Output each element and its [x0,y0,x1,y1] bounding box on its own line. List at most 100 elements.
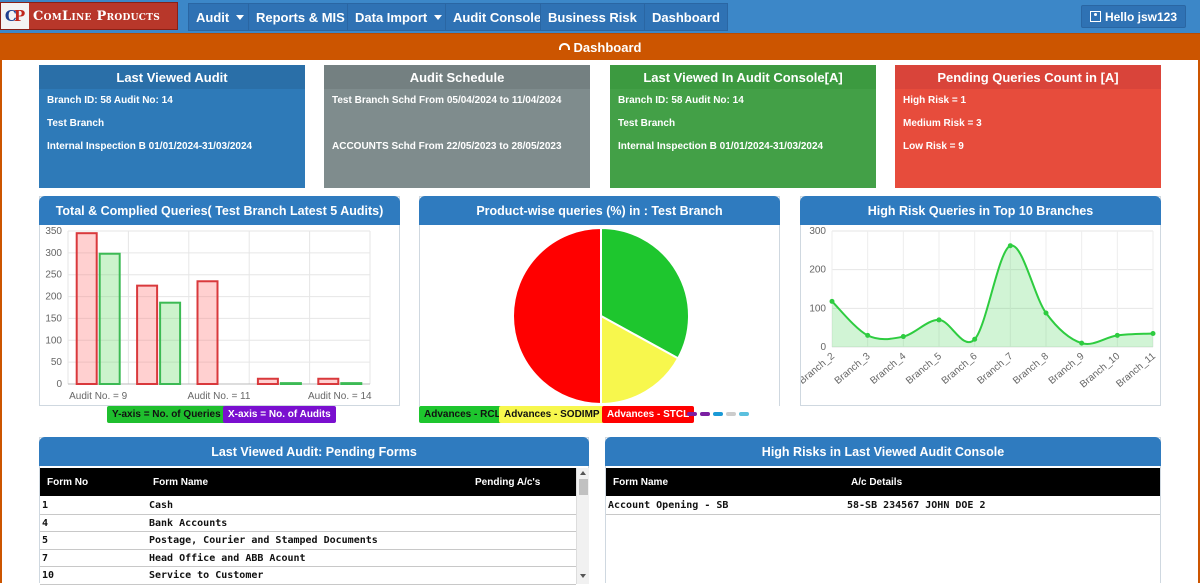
card-line: Test Branch [47,118,105,129]
nav-dashboard[interactable]: Dashboard [644,3,728,31]
form-name-cell: Account Opening - SB [608,500,729,511]
scroll-thumb[interactable] [579,479,588,495]
bar-y-tick: 0 [56,379,62,390]
pie-slice-1[interactable] [600,314,680,405]
area-point-6[interactable] [1043,310,1049,316]
bar-series-0-0[interactable] [75,232,98,385]
legend-advances-sodimp[interactable]: Advances - SODIMP [499,406,605,423]
card-body: Test Branch Schd From 05/04/2024 to 11/0… [324,89,590,170]
bar-series-0-3[interactable] [256,377,279,386]
card-title: Last Viewed In Audit Console[A] [610,65,876,89]
legend-page-dot[interactable] [739,412,749,416]
user-icon [1089,11,1101,22]
legend-advances-stcl[interactable]: Advances - STCL [602,406,695,423]
user-menu-button[interactable]: Hello jsw123 [1080,5,1186,28]
bar-y-tick: 150 [45,313,62,324]
header-form-no[interactable]: Form No [47,477,89,488]
card-line: Test Branch Schd From 05/04/2024 to 11/0… [332,95,562,106]
table-row[interactable]: 1 Cash [40,497,576,515]
area-y-tick: 0 [820,342,826,353]
bar-y-tick: 300 [45,248,62,259]
nav-reports-mis[interactable]: Reports & MIS [248,3,353,31]
area-line [831,244,1154,345]
area-point-0[interactable] [829,298,835,304]
card-title: Audit Schedule [324,65,590,89]
panel-title: Last Viewed Audit: Pending Forms [39,437,589,466]
area-point-5[interactable] [1007,243,1013,249]
card-line: Internal Inspection B 01/01/2024-31/03/2… [47,141,253,152]
bar-x-tick: Audit No. = 9 [69,391,128,402]
form-no-cell: 4 [42,517,49,529]
panel-high-risk-branches: High Risk Queries in Top 10 Branches 0 10… [800,196,1161,406]
panel-total-complied-queries: Total & Complied Queries( Test Branch La… [39,196,400,406]
card-line: Branch ID: 58 Audit No: 14 [47,95,173,106]
area-point-1[interactable] [865,332,871,338]
area-point-4[interactable] [972,336,978,342]
bar-series-0-1[interactable] [136,284,159,385]
nav-audit-label: Audit [196,9,230,25]
table-row[interactable]: Account Opening - SB 58-SB 234567 JOHN DO… [606,497,1160,515]
nav-audit[interactable]: Audit [188,3,253,31]
area-point-2[interactable] [900,334,906,340]
legend-page-dot[interactable] [713,412,723,416]
header-form-name[interactable]: Form Name [613,477,669,488]
form-no-cell: 7 [42,552,49,564]
bar-series-1-3[interactable] [279,382,302,386]
form-no-cell: 1 [42,500,49,511]
card-last-viewed-console[interactable]: Last Viewed In Audit Console[A] Branch I… [610,65,876,188]
card-body: Branch ID: 58 Audit No: 14 Test Branch I… [39,89,305,170]
card-last-viewed-audit[interactable]: Last Viewed Audit Branch ID: 58 Audit No… [39,65,305,188]
header-pending-accounts[interactable]: Pending A/c's [475,477,541,488]
bar-x-tick: Audit No. = 14 [308,391,372,402]
bar-series-0-4[interactable] [317,377,340,386]
pie-slice-2[interactable] [512,226,602,405]
bar-series-1-1[interactable] [159,301,182,385]
panel-product-wise-queries: Product-wise queries (%) in : Test Branc… [419,196,780,406]
form-no-cell: 5 [42,535,49,546]
bar-series-1-0[interactable] [98,252,121,385]
area-point-7[interactable] [1079,340,1085,346]
user-greeting: Hello jsw123 [1104,9,1177,24]
legend-page-dot[interactable] [700,412,710,416]
table-row[interactable]: 5 Postage, Courier and Stamped Documents [40,532,576,550]
panel-title: Product-wise queries (%) in : Test Branc… [419,196,780,225]
nav-data-import-label: Data Import [355,9,428,25]
area-point-3[interactable] [936,317,942,323]
header-ac-details[interactable]: A/c Details [851,477,903,488]
nav-audit-console[interactable]: Audit Console [445,3,550,31]
scroll-up-icon[interactable] [580,471,586,475]
caret-down-icon [434,14,443,20]
area-point-8[interactable] [1114,332,1120,338]
table-row[interactable]: 10 Service to Customer [40,567,576,585]
legend-advances-rcl[interactable]: Advances - RCL [419,406,506,423]
header-form-name[interactable]: Form Name [153,477,209,488]
area-point-9[interactable] [1150,330,1156,336]
nav-data-import[interactable]: Data Import [347,3,451,31]
bar-series-1-4[interactable] [340,382,363,386]
card-audit-schedule[interactable]: Audit Schedule Test Branch Schd From 05/… [324,65,590,188]
area-x-tick: Branch_8 [1011,351,1051,387]
brand-name: ComLine Products [33,8,161,24]
table-row[interactable]: 7 Head Office and ABB Acount [40,550,576,567]
pie-slice-0[interactable] [600,226,690,360]
legend-page-dot[interactable] [687,412,697,416]
bar-y-tick: 50 [51,357,63,368]
legend-more-dots[interactable] [687,412,749,417]
legend-page-dot[interactable] [726,412,736,416]
card-body: High Risk = 1 Medium Risk = 3 Low Risk =… [895,89,1161,170]
ac-details-cell: 58-SB 234567 JOHN DOE 2 [847,500,986,511]
nav-reports-label: Reports & MIS [256,9,345,25]
card-line: ACCOUNTS Schd From 22/05/2023 to 28/05/2… [332,141,562,152]
scroll-down-icon[interactable] [580,574,586,578]
bar-y-tick: 100 [45,335,62,346]
panel-title: Total & Complied Queries( Test Branch La… [39,196,400,225]
table-row[interactable]: 4 Bank Accounts [40,515,576,532]
bar-series-0-2[interactable] [196,280,219,385]
card-pending-queries[interactable]: Pending Queries Count in [A] High Risk =… [895,65,1161,188]
card-line: High Risk = 1 [903,95,967,106]
bar-y-tick: 200 [45,292,62,303]
nav-business-risk[interactable]: Business Risk [540,3,660,31]
scrollbar[interactable] [576,468,589,584]
